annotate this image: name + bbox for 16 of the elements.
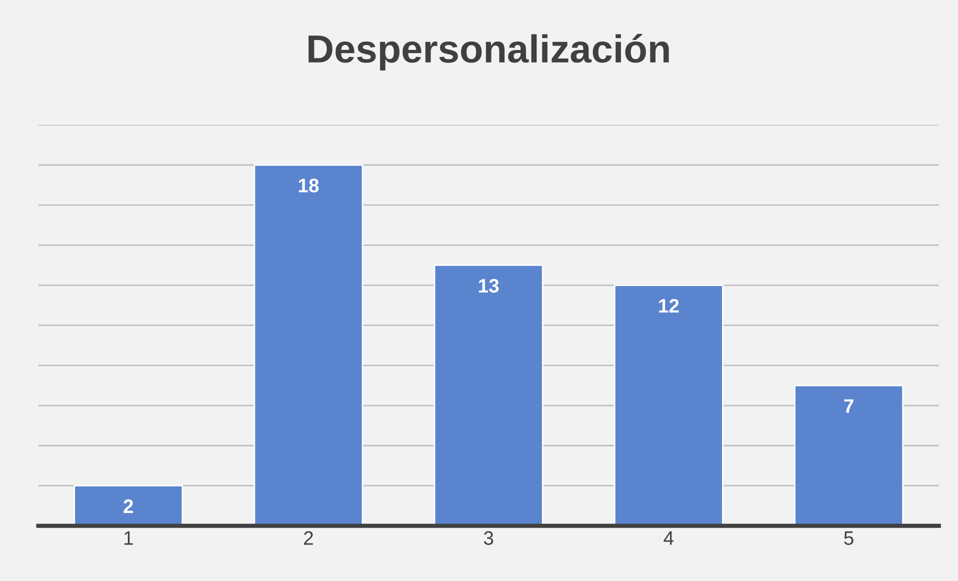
data-label: 2 xyxy=(124,499,133,513)
bar xyxy=(614,284,724,526)
bar xyxy=(74,485,184,526)
bar xyxy=(254,164,364,526)
bar xyxy=(434,264,544,526)
data-label: 18 xyxy=(298,178,319,192)
data-label: 13 xyxy=(478,278,499,293)
chart-title: Despersonalización xyxy=(308,34,669,70)
x-tick-label: 2 xyxy=(304,531,313,545)
x-tick-label: 5 xyxy=(844,531,854,545)
data-label: 7 xyxy=(844,399,854,413)
x-tick-label: 4 xyxy=(664,531,674,545)
x-tick-label: 3 xyxy=(484,531,494,545)
bar xyxy=(794,384,904,526)
data-label: 12 xyxy=(659,298,679,313)
x-tick-label: 1 xyxy=(124,531,133,545)
